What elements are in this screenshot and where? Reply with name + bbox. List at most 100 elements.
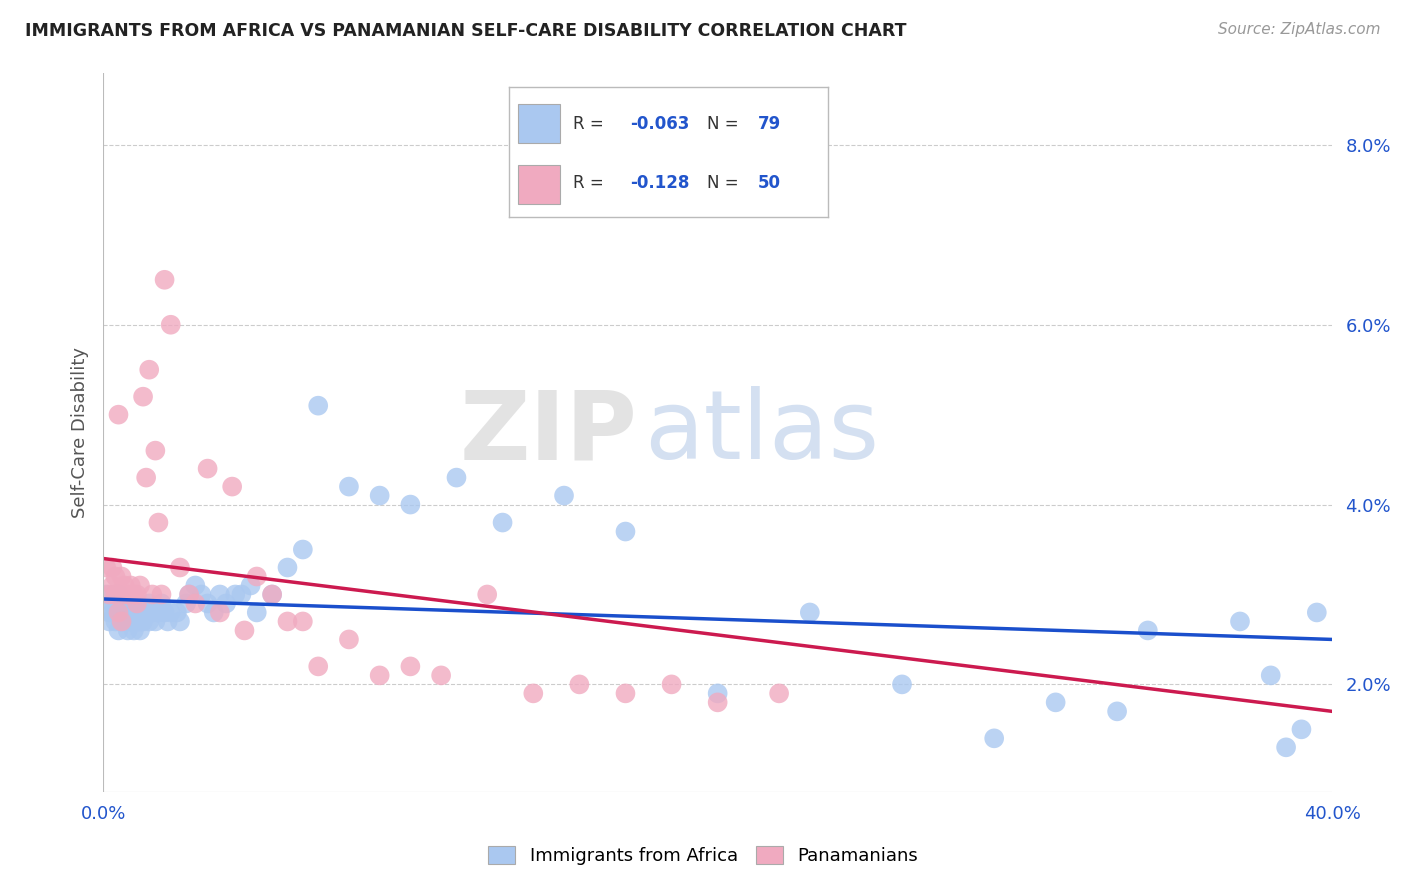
Point — [120, 606, 142, 620]
Point — [138, 615, 160, 629]
Point — [179, 587, 201, 601]
Point — [129, 624, 152, 638]
Point — [891, 677, 914, 691]
Point — [98, 606, 121, 620]
Point — [110, 606, 132, 620]
Point — [138, 362, 160, 376]
Text: atlas: atlas — [644, 386, 879, 479]
Point — [522, 686, 544, 700]
Point — [246, 606, 269, 620]
Point — [156, 615, 179, 629]
Text: Source: ZipAtlas.com: Source: ZipAtlas.com — [1218, 22, 1381, 37]
Point — [239, 578, 262, 592]
Point — [114, 597, 136, 611]
Point — [107, 606, 129, 620]
Point — [104, 587, 127, 601]
Point — [101, 597, 124, 611]
Point — [184, 578, 207, 592]
Point — [169, 560, 191, 574]
Point — [197, 597, 219, 611]
Point — [129, 578, 152, 592]
Point — [307, 659, 329, 673]
Point — [1107, 704, 1129, 718]
Point — [368, 668, 391, 682]
Point — [117, 587, 139, 601]
Point — [107, 408, 129, 422]
Point — [114, 615, 136, 629]
Point — [138, 597, 160, 611]
Point — [148, 516, 170, 530]
Point — [983, 731, 1005, 746]
Point — [107, 624, 129, 638]
Point — [1136, 624, 1159, 638]
Point — [430, 668, 453, 682]
Point — [337, 632, 360, 647]
Point — [141, 606, 163, 620]
Point — [208, 606, 231, 620]
Point — [150, 587, 173, 601]
Point — [706, 686, 728, 700]
Point — [135, 470, 157, 484]
Y-axis label: Self-Care Disability: Self-Care Disability — [72, 347, 89, 518]
Point — [190, 587, 212, 601]
Point — [110, 615, 132, 629]
Point — [120, 615, 142, 629]
Point — [114, 606, 136, 620]
Point — [166, 606, 188, 620]
Point — [262, 587, 284, 601]
Point — [768, 686, 790, 700]
Point — [132, 390, 155, 404]
Point — [110, 597, 132, 611]
Point — [233, 624, 256, 638]
Point — [145, 615, 167, 629]
Point — [291, 615, 314, 629]
Point — [477, 587, 499, 601]
Point — [101, 606, 124, 620]
Point — [110, 569, 132, 583]
Point — [231, 587, 253, 601]
Point — [179, 587, 201, 601]
Point — [125, 615, 148, 629]
Point — [368, 489, 391, 503]
Point — [1275, 740, 1298, 755]
Point — [262, 587, 284, 601]
Point — [799, 606, 821, 620]
Point — [202, 606, 225, 620]
Point — [117, 624, 139, 638]
Point — [1306, 606, 1329, 620]
Point — [132, 615, 155, 629]
Point — [153, 606, 176, 620]
Text: ZIP: ZIP — [460, 386, 638, 479]
Point — [153, 273, 176, 287]
Point — [98, 587, 121, 601]
Point — [96, 587, 118, 601]
Point — [125, 606, 148, 620]
Point — [291, 542, 314, 557]
Point — [114, 578, 136, 592]
Point — [184, 597, 207, 611]
Point — [169, 615, 191, 629]
Point — [104, 569, 127, 583]
Point — [107, 587, 129, 601]
Point — [215, 597, 238, 611]
Point — [114, 587, 136, 601]
Point — [661, 677, 683, 691]
Text: IMMIGRANTS FROM AFRICA VS PANAMANIAN SELF-CARE DISABILITY CORRELATION CHART: IMMIGRANTS FROM AFRICA VS PANAMANIAN SEL… — [25, 22, 907, 40]
Point — [122, 615, 145, 629]
Point — [135, 606, 157, 620]
Point — [337, 479, 360, 493]
Point — [197, 461, 219, 475]
Point — [224, 587, 246, 601]
Point — [706, 695, 728, 709]
Point — [122, 624, 145, 638]
Legend: Immigrants from Africa, Panamanians: Immigrants from Africa, Panamanians — [479, 837, 927, 874]
Point — [104, 606, 127, 620]
Point — [174, 597, 197, 611]
Point — [307, 399, 329, 413]
Point — [1045, 695, 1067, 709]
Point — [104, 615, 127, 629]
Point — [117, 606, 139, 620]
Point — [110, 615, 132, 629]
Point — [141, 587, 163, 601]
Point — [1291, 723, 1313, 737]
